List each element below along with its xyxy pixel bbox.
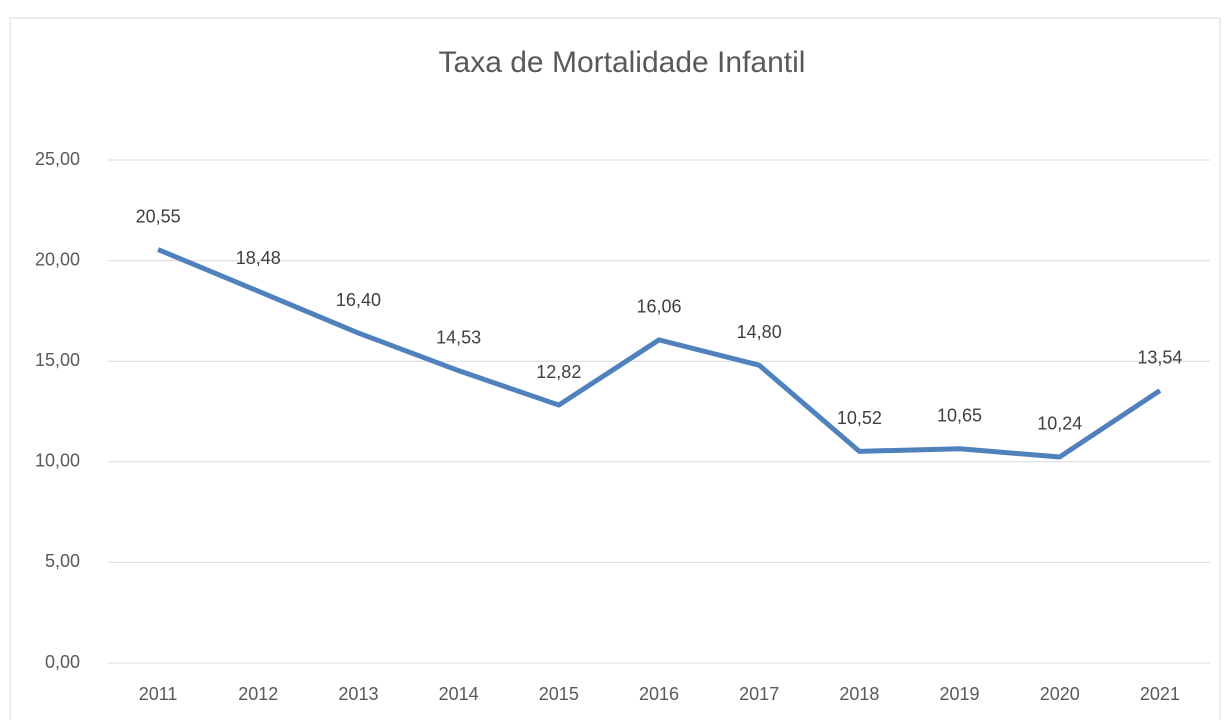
data-label: 14,80: [737, 322, 782, 342]
line: [157, 247, 1162, 460]
x-tick-label: 2018: [839, 684, 879, 704]
x-tick-label: 2016: [639, 684, 679, 704]
y-tick-label: 15,00: [35, 350, 80, 370]
x-tick-label: 2019: [940, 684, 980, 704]
y-tick-label: 0,00: [45, 652, 80, 672]
data-label: 18,48: [236, 248, 281, 268]
data-label: 13,54: [1137, 347, 1182, 367]
x-tick-label: 2015: [539, 684, 579, 704]
data-label: 10,52: [837, 408, 882, 428]
y-tick-label: 10,00: [35, 451, 80, 471]
data-label: 10,24: [1037, 414, 1082, 434]
y-tick-label: 5,00: [45, 551, 80, 571]
data-label: 16,40: [336, 290, 381, 310]
data-label: 10,65: [937, 405, 982, 425]
x-tick-label: 2014: [439, 684, 479, 704]
x-tick-label: 2017: [739, 684, 779, 704]
data-label: 20,55: [136, 206, 181, 226]
chart-title: Taxa de Mortalidade Infantil: [439, 46, 806, 79]
data-label: 16,06: [636, 297, 681, 317]
y-tick-label: 20,00: [35, 249, 80, 269]
data-label: 14,53: [436, 327, 481, 347]
y-tick-label: 25,00: [35, 149, 80, 169]
x-tick-label: 2011: [139, 684, 178, 704]
x-tick-label: 2020: [1040, 684, 1080, 704]
x-tick-label: 2021: [1140, 684, 1180, 704]
x-tick-label: 2012: [238, 684, 278, 704]
data-label: 12,82: [536, 362, 581, 382]
x-tick-label: 2013: [338, 684, 378, 704]
